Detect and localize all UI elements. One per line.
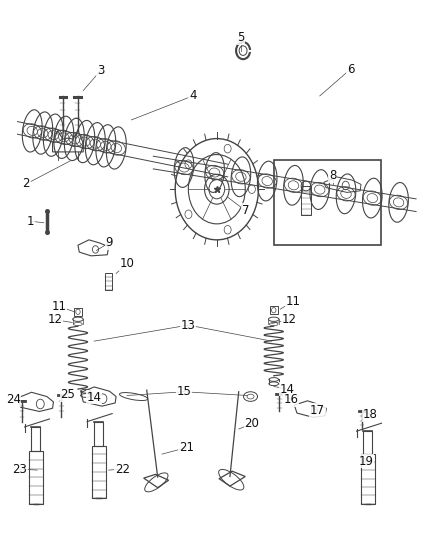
Text: 11: 11 [52,300,67,313]
Text: 2: 2 [22,177,30,190]
Text: 7: 7 [241,204,249,217]
Bar [74,308,82,316]
Bar [274,160,381,245]
Text: 8: 8 [329,169,336,182]
Bar [29,451,43,504]
Text: 11: 11 [286,295,301,308]
Text: 3: 3 [97,64,104,77]
Text: 21: 21 [179,441,194,454]
Text: 19: 19 [358,455,373,467]
Bar [32,427,40,451]
Text: 22: 22 [115,463,130,475]
Text: 12: 12 [47,313,62,326]
Bar [364,431,372,454]
Text: 23: 23 [12,463,27,475]
Text: 14: 14 [279,383,294,395]
Text: 20: 20 [244,417,259,430]
Text: 18: 18 [363,408,378,421]
Text: 4: 4 [189,90,197,102]
Text: 24: 24 [6,393,21,406]
Bar [270,306,278,314]
Text: 13: 13 [181,319,196,332]
Text: 12: 12 [282,313,297,326]
Text: 1: 1 [27,215,35,228]
Text: 6: 6 [346,63,354,76]
Bar [92,446,106,498]
Text: 5: 5 [237,31,244,44]
Bar [105,273,112,290]
Text: 10: 10 [120,257,134,270]
Text: 15: 15 [177,385,191,398]
Bar [361,454,375,504]
Bar [94,422,103,446]
Text: 16: 16 [284,393,299,406]
Text: 25: 25 [60,388,75,401]
Text: 9: 9 [106,236,113,249]
Text: 17: 17 [310,404,325,417]
Text: 14: 14 [87,391,102,403]
Bar [301,186,311,215]
